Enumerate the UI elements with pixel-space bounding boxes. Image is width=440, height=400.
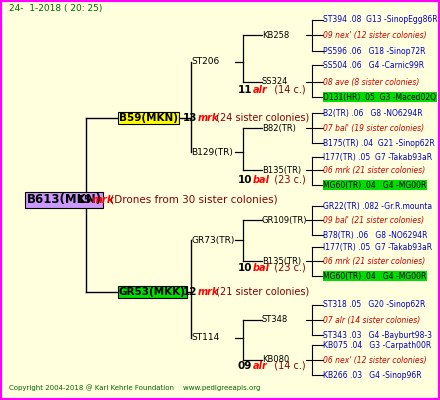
- Text: 15: 15: [77, 195, 92, 205]
- Text: SS324: SS324: [262, 78, 288, 86]
- Text: 06 nex' (12 sister colonies): 06 nex' (12 sister colonies): [323, 356, 427, 364]
- Text: ST318 .05   G20 -Sinop62R: ST318 .05 G20 -Sinop62R: [323, 300, 426, 309]
- Text: B129(TR): B129(TR): [191, 148, 233, 156]
- Text: MG60(TR) .04   G4 -MG00R: MG60(TR) .04 G4 -MG00R: [323, 181, 427, 190]
- Text: GR73(TR): GR73(TR): [191, 236, 235, 244]
- Text: mrk: mrk: [198, 287, 219, 297]
- Text: ST348: ST348: [262, 316, 288, 324]
- Text: PS596 .06   G18 -Sinop72R: PS596 .06 G18 -Sinop72R: [323, 47, 426, 56]
- Text: 12: 12: [183, 287, 197, 297]
- Text: I177(TR) .05  G7 -Takab93aR: I177(TR) .05 G7 -Takab93aR: [323, 153, 433, 162]
- Text: mrk: mrk: [198, 113, 219, 123]
- Text: ST114: ST114: [191, 334, 220, 342]
- Text: B2(TR) .06   G8 -NO6294R: B2(TR) .06 G8 -NO6294R: [323, 109, 423, 118]
- Text: 10: 10: [238, 175, 252, 185]
- Text: B59(MKN): B59(MKN): [119, 113, 178, 123]
- Text: (14 c.): (14 c.): [268, 361, 305, 371]
- Text: ST343 .03   G4 -Bayburt98-3: ST343 .03 G4 -Bayburt98-3: [323, 331, 433, 340]
- Text: 06 mrk (21 sister colonies): 06 mrk (21 sister colonies): [323, 166, 425, 174]
- Text: 10: 10: [238, 263, 252, 273]
- Text: 07 bal' (19 sister colonies): 07 bal' (19 sister colonies): [323, 124, 425, 132]
- Text: B82(TR): B82(TR): [262, 124, 296, 132]
- Text: 13: 13: [183, 113, 197, 123]
- Text: 07 alr (14 sister colonies): 07 alr (14 sister colonies): [323, 316, 421, 324]
- Text: 06 mrk (21 sister colonies): 06 mrk (21 sister colonies): [323, 257, 425, 266]
- Text: ST206: ST206: [191, 58, 220, 66]
- Text: 09: 09: [238, 361, 252, 371]
- Text: B135(TR): B135(TR): [262, 257, 301, 266]
- Text: (23 c.): (23 c.): [268, 175, 305, 185]
- Text: B135(TR): B135(TR): [262, 166, 301, 174]
- Text: 09 nex' (12 sister colonies): 09 nex' (12 sister colonies): [323, 31, 427, 40]
- Text: I177(TR) .05  G7 -Takab93aR: I177(TR) .05 G7 -Takab93aR: [323, 243, 433, 252]
- Text: alr: alr: [253, 361, 268, 371]
- Text: (23 c.): (23 c.): [268, 263, 305, 273]
- Text: KB075 .04   G3 -Carpath00R: KB075 .04 G3 -Carpath00R: [323, 341, 432, 350]
- Text: mrk: mrk: [92, 195, 115, 205]
- Text: GR109(TR): GR109(TR): [262, 216, 307, 224]
- Text: Copyright 2004-2018 @ Karl Kehrle Foundation    www.pedigreeapis.org: Copyright 2004-2018 @ Karl Kehrle Founda…: [9, 385, 260, 391]
- Text: D131(HR) .05  G3 -Maced02Q: D131(HR) .05 G3 -Maced02Q: [323, 93, 436, 102]
- Text: (24 sister colonies): (24 sister colonies): [213, 113, 309, 123]
- Text: (14 c.): (14 c.): [268, 85, 305, 95]
- Text: 11: 11: [238, 85, 252, 95]
- Text: KB080: KB080: [262, 356, 289, 364]
- Text: B175(TR) .04  G21 -Sinop62R: B175(TR) .04 G21 -Sinop62R: [323, 139, 435, 148]
- Text: GR22(TR) .082 -Gr.R.mounta: GR22(TR) .082 -Gr.R.mounta: [323, 202, 433, 210]
- Text: KB266 .03   G4 -Sinop96R: KB266 .03 G4 -Sinop96R: [323, 371, 422, 380]
- Text: 09 bal' (21 sister colonies): 09 bal' (21 sister colonies): [323, 216, 425, 224]
- Text: B78(TR) .06   G8 -NO6294R: B78(TR) .06 G8 -NO6294R: [323, 231, 428, 240]
- Text: bal: bal: [253, 175, 270, 185]
- Text: alr: alr: [253, 85, 268, 95]
- Text: GR53(MKK): GR53(MKK): [119, 287, 186, 297]
- Text: 08 ave (8 sister colonies): 08 ave (8 sister colonies): [323, 78, 420, 86]
- Text: B613(MKN): B613(MKN): [26, 194, 102, 206]
- Text: SS504 .06   G4 -Carnic99R: SS504 .06 G4 -Carnic99R: [323, 61, 425, 70]
- Text: (21 sister colonies): (21 sister colonies): [213, 287, 309, 297]
- Text: MG60(TR) .04   G4 -MG00R: MG60(TR) .04 G4 -MG00R: [323, 272, 427, 280]
- Text: ST394 .08  G13 -SinopEgg86R: ST394 .08 G13 -SinopEgg86R: [323, 16, 438, 24]
- Text: KB258: KB258: [262, 31, 289, 40]
- Text: bal: bal: [253, 263, 270, 273]
- Text: (Drones from 30 sister colonies): (Drones from 30 sister colonies): [107, 195, 278, 205]
- Text: 24-  1-2018 ( 20: 25): 24- 1-2018 ( 20: 25): [9, 4, 102, 13]
